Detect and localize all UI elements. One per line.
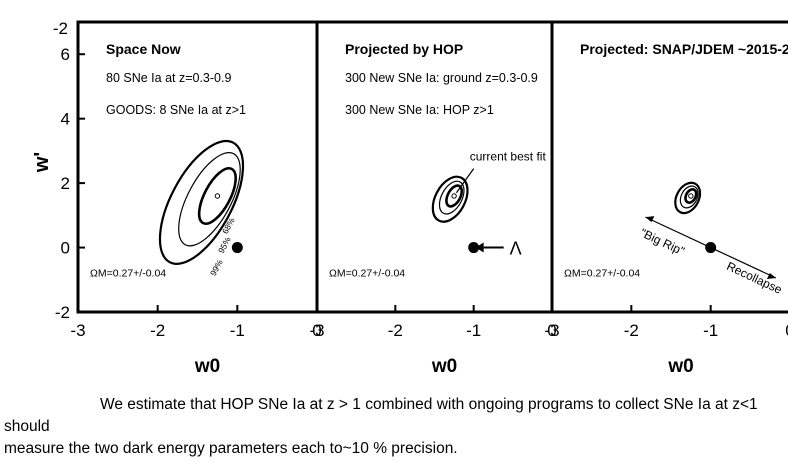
best-fit-point	[451, 193, 457, 199]
panel-3: -3 -2 -1 0 w0 Projected: SNAP/JDEM ~2015-2020…	[544, 20, 788, 377]
lambda-model-point	[231, 242, 243, 254]
panel-title: Space Now	[106, 41, 181, 57]
lambda-arrowhead	[475, 242, 484, 253]
omega-m-label: ΩM=0.27+/-0.04	[329, 268, 405, 280]
x-tick-label: -3	[544, 321, 559, 340]
confidence-contour	[197, 167, 237, 225]
big-rip-recollapse-line	[645, 216, 777, 279]
x-axis-label: w0	[667, 356, 693, 377]
top-tick-label: -2	[53, 19, 68, 38]
y-tick-label: 2	[61, 174, 70, 193]
panel-2: -3 -2 -1 0 w0 Projected by HOP 300 New SNe Ia:…	[309, 20, 557, 377]
best-fit-point	[688, 193, 694, 199]
y-tick-label: 0	[61, 239, 70, 258]
annotation-best-fit: current best fit	[470, 150, 547, 164]
x-tick-label: -2	[624, 321, 639, 340]
best-fit-point	[214, 193, 221, 199]
x-axis-label: w0	[194, 356, 220, 377]
x-tick-label: -2	[150, 321, 165, 340]
lambda-model-point	[468, 242, 480, 254]
annotation-leader-line	[455, 168, 475, 194]
x-tick-label: -1	[230, 321, 245, 340]
x-tick-label: 0	[785, 321, 788, 340]
omega-m-label: ΩM=0.27+/-0.04	[564, 268, 640, 280]
confidence-contour	[431, 175, 469, 223]
x-tick-label: 0	[547, 321, 556, 340]
confidence-contour	[674, 181, 702, 215]
panel-note: 300 New SNe Ia: HOP z>1	[345, 103, 494, 117]
contour-level-label: 95%	[216, 235, 233, 255]
omega-m-label: ΩM=0.27+/-0.04	[90, 268, 166, 280]
x-tick-label: -2	[388, 321, 403, 340]
caption-line-1: We estimate that HOP SNe Ia at z > 1 com…	[4, 396, 758, 435]
panel-note: 300 New SNe Ia: ground z=0.3-0.9	[345, 71, 538, 85]
confidence-contour	[158, 139, 245, 265]
confidence-contour	[445, 184, 464, 208]
x-tick-label: -1	[466, 321, 481, 340]
y-tick-label: 4	[61, 110, 70, 129]
x-tick-label: -3	[309, 321, 324, 340]
figure-caption: We estimate that HOP SNe Ia at z > 1 com…	[4, 394, 784, 460]
panel-note: 80 SNe Ia at z=0.3-0.9	[106, 71, 231, 85]
y-axis-label: w'	[31, 152, 53, 173]
y-tick-label: -2	[55, 303, 70, 322]
panel-title: Projected: SNAP/JDEM ~2015-2020	[580, 41, 788, 57]
annotation-lambda: Λ	[510, 239, 522, 259]
panel-note: GOODS: 8 SNe Ia at z>1	[106, 103, 246, 117]
confidence-contour	[679, 185, 699, 209]
annotation-big-rip: "Big Rip"	[638, 226, 687, 259]
big-rip-arrowhead	[645, 216, 655, 223]
x-tick-label: -1	[703, 321, 718, 340]
x-tick-label: -3	[70, 321, 85, 340]
x-tick-label: 0	[312, 321, 321, 340]
recollapse-arrowhead	[766, 272, 776, 279]
confidence-contour	[178, 151, 241, 247]
caption-line-2: measure the two dark energy parameters e…	[4, 440, 458, 457]
y-tick-label: 6	[61, 45, 70, 64]
confidence-contour	[684, 188, 698, 204]
panel-title: Projected by HOP	[345, 41, 463, 57]
panel-frame	[550, 20, 788, 314]
x-axis-label: w0	[431, 356, 457, 377]
confidence-contour	[438, 180, 465, 215]
contour-level-label: 99%	[208, 257, 225, 277]
